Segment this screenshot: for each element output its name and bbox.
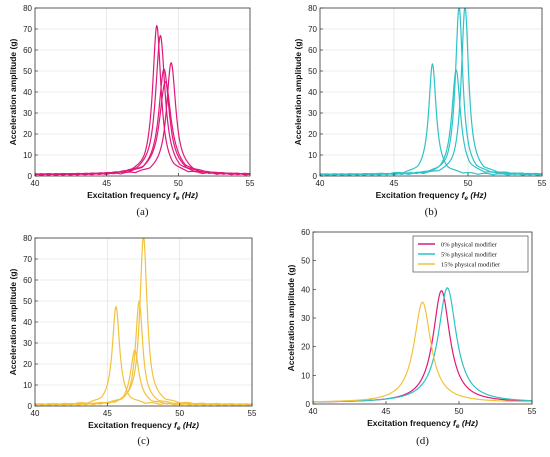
- series-line-2: [35, 299, 252, 406]
- x-tick-label: 50: [174, 179, 183, 188]
- x-tick-label: 45: [102, 179, 111, 188]
- y-tick-label: 80: [23, 234, 32, 243]
- y-tick-label: 0: [313, 172, 318, 181]
- x-axis-label: Excitation frequency fe (Hz): [88, 420, 199, 432]
- legend-entry: 5% physical modifier: [441, 251, 498, 258]
- x-axis-label: Excitation frequency fe (Hz): [87, 190, 198, 202]
- panel-caption: (b): [425, 206, 438, 218]
- y-tick-label: 0: [28, 402, 33, 411]
- x-tick-label: 50: [464, 179, 473, 188]
- y-tick-label: 40: [23, 88, 32, 97]
- y-tick-label: 20: [23, 130, 32, 139]
- x-tick-label: 50: [175, 409, 184, 418]
- y-tick-label: 60: [23, 46, 32, 55]
- x-axis-label: Excitation frequency fe (Hz): [376, 190, 487, 202]
- y-tick-label: 30: [23, 339, 32, 348]
- panel-d: 40 45 50 55 0 10 20 30 40 50 60 Excitation frequenc…: [286, 228, 537, 447]
- series-line-3: [320, 8, 542, 176]
- y-tick-label: 40: [23, 318, 32, 327]
- series-line-4: [35, 81, 250, 176]
- x-tick-label: 45: [390, 179, 399, 188]
- x-tick-label: 55: [538, 179, 547, 188]
- x-tick-label: 55: [248, 409, 257, 418]
- y-tick-label: 30: [308, 109, 317, 118]
- y-tick-label: 50: [23, 67, 32, 76]
- panel-a: 40 45 50 55 0 10 20 30 40 50 60 70 80 Excitation freq…: [8, 4, 255, 218]
- y-tick-label: 30: [301, 314, 310, 323]
- y-tick-label: 10: [308, 151, 317, 160]
- y-tick-label: 0: [28, 172, 33, 181]
- x-axis-label: Excitation frequency fe (Hz): [367, 418, 478, 430]
- y-tick-label: 20: [301, 343, 310, 352]
- series-line-3: [35, 62, 250, 176]
- y-axis-label: Acceleration amplitude (g): [293, 38, 303, 145]
- y-tick-label: 20: [308, 130, 317, 139]
- y-tick-label: 70: [23, 25, 32, 34]
- y-tick-label: 30: [23, 109, 32, 118]
- x-tick-label: 40: [31, 409, 40, 418]
- x-tick-label: 55: [528, 407, 537, 416]
- y-tick-label: 50: [308, 67, 317, 76]
- series-line-2: [313, 301, 532, 403]
- y-tick-label: 80: [23, 4, 32, 13]
- panel-caption: (a): [136, 206, 149, 218]
- panel-caption: (d): [416, 435, 429, 447]
- y-tick-label: 70: [308, 25, 317, 34]
- y-tick-label: 0: [306, 400, 311, 409]
- y-tick-label: 10: [23, 151, 32, 160]
- y-tick-label: 10: [301, 371, 310, 380]
- x-tick-label: 40: [31, 179, 40, 188]
- y-axis-label: Acceleration amplitude (g): [8, 38, 18, 145]
- x-tick-label: 40: [309, 407, 318, 416]
- y-tick-label: 50: [301, 257, 310, 266]
- x-tick-label: 45: [103, 409, 112, 418]
- y-tick-label: 20: [23, 360, 32, 369]
- panel-b: 40 45 50 55 0 10 20 30 40 50 60 70 80 Excitation freq…: [293, 4, 547, 218]
- y-tick-label: 60: [23, 276, 32, 285]
- y-tick-label: 70: [23, 255, 32, 264]
- x-tick-label: 40: [316, 179, 325, 188]
- legend-entry: 15% physical modifier: [441, 261, 501, 268]
- y-tick-label: 50: [23, 297, 32, 306]
- y-tick-label: 40: [301, 285, 310, 294]
- series-line-3: [35, 238, 252, 406]
- y-tick-label: 40: [308, 88, 317, 97]
- y-axis-label: Acceleration amplitude (g): [286, 264, 296, 371]
- y-axis-label: Acceleration amplitude (g): [8, 268, 18, 375]
- panel-caption: (c): [137, 435, 150, 447]
- panel-c: 40 45 50 55 0 10 20 30 40 50 60 70 80 Excitation freq…: [8, 234, 257, 447]
- y-tick-label: 60: [308, 46, 317, 55]
- y-tick-label: 60: [301, 228, 310, 237]
- x-tick-label: 50: [455, 407, 464, 416]
- y-tick-label: 80: [308, 4, 317, 13]
- x-tick-label: 55: [246, 179, 255, 188]
- legend-entry: 0% physical modifier: [441, 241, 498, 248]
- y-tick-label: 10: [23, 381, 32, 390]
- x-tick-label: 45: [382, 407, 391, 416]
